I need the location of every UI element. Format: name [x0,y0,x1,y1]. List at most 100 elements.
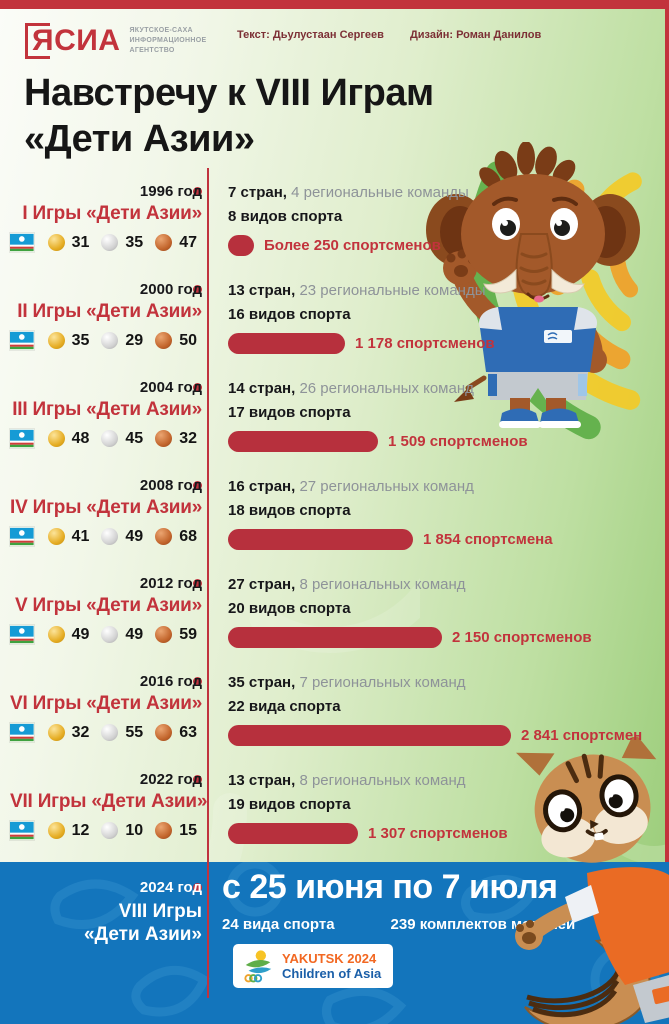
medal-summary: 48 45 32 [9,428,202,449]
athletes-bar [228,725,511,746]
entry-year: 2008 год [139,477,202,494]
athletes-bar [228,823,358,844]
event-dates: с 25 июня по 7 июля [222,868,558,906]
medal-summary: 31 35 47 [9,232,202,253]
gold-count: 49 [71,625,90,643]
countries-count: 13 стран, [228,772,296,789]
right-red-strip [665,0,669,862]
regional-teams: 26 региональных команд [299,380,474,397]
credit-designer: Дизайн: Роман Данилов [409,29,542,41]
footer-2024-section: 2024 год VIII Игры «Дети Азии» с 25 июня… [0,862,669,1024]
bronze-medal-icon [155,724,173,741]
countries-count: 7 стран, [228,184,287,201]
timeline-dot-icon [193,677,202,686]
timeline-entry: 2008 год IV Игры «Дети Азии» 41 49 [0,476,669,574]
timeline-dot-icon [193,579,202,588]
sakha-flag-icon [9,722,35,743]
medal-summary: 49 49 59 [9,624,202,645]
countries-count: 13 стран, [228,282,296,299]
medal-summary: 32 55 63 [9,722,202,743]
mammoth-mascot [426,142,640,428]
regional-teams: 27 региональных команд [299,478,474,495]
bronze-count: 63 [179,723,197,741]
footer-games-name: VIII Игры «Дети Азии» [83,901,202,945]
sports-count: 17 видов спорта [228,404,351,421]
sports-count: 19 видов спорта [228,796,351,813]
countries-count: 35 стран, [228,674,296,691]
bronze-count: 47 [179,233,197,251]
timeline-entry: 2022 год VII Игры «Дети Азии» 12 10 [0,770,669,868]
gold-medal-icon [47,430,65,447]
bronze-count: 15 [179,821,197,839]
credits: Текст: Дьулустаан Сергеев Дизайн: Роман … [237,29,541,41]
gold-medal-icon [47,626,65,643]
gold-count: 12 [71,821,90,839]
timeline-dot-icon [193,481,202,490]
silver-count: 55 [125,723,144,741]
bronze-medal-icon [155,234,173,251]
bronze-count: 68 [179,527,197,545]
timeline-axis-line [207,168,209,998]
bronze-medal-icon [155,528,173,545]
athletes-label: 1 307 спортсменов [368,825,508,842]
sports-count: 20 видов спорта [228,600,351,617]
entry-games-name: IV Игры «Дети Азии» [10,497,203,518]
gold-medal-icon [47,234,65,251]
chipmunk-mascot [515,737,669,1024]
sakha-flag-icon [9,428,35,449]
bronze-medal-icon [155,626,173,643]
gold-medal-icon [47,822,65,839]
bronze-count: 50 [179,331,197,349]
yasia-logo: ЯСИА ЯКУТСКОЕ-САХА ИНФОРМАЦИОННОЕ АГЕНТС… [25,23,206,59]
gold-medal-icon [47,724,65,741]
entry-games-name: I Игры «Дети Азии» [22,203,202,224]
sports-count: 22 вида спорта [228,698,341,715]
silver-medal-icon [101,626,119,643]
entry-year: 2012 год [139,575,202,592]
sakha-flag-icon [9,820,35,841]
gold-medal-icon [47,332,65,349]
silver-count: 35 [125,233,144,251]
timeline-dot-icon [193,775,202,784]
entry-year: 2022 год [139,771,202,788]
timeline-entry: 2016 год VI Игры «Дети Азии» 32 55 [0,672,669,770]
silver-medal-icon [101,430,119,447]
regional-teams: 8 региональных команд [299,772,466,789]
title-line-2: «Дети Азии» [24,118,255,161]
entry-games-name: II Игры «Дети Азии» [17,301,202,322]
medal-summary: 12 10 15 [9,820,202,841]
athletes-label: 1 178 спортсменов [355,335,495,352]
athletes-label: 2 150 спортсменов [452,629,592,646]
entry-games-name: VII Игры «Дети Азии» [10,791,208,812]
athletes-bar [228,235,254,256]
silver-count: 10 [125,821,144,839]
silver-count: 49 [125,625,144,643]
regional-teams: 7 региональных команд [299,674,466,691]
bronze-medal-icon [155,430,173,447]
athletes-bar [228,627,442,648]
medal-summary: 41 49 68 [9,526,202,547]
yakutsk-2024-logo: YAKUTSK 2024 Children of Asia [233,944,393,988]
silver-medal-icon [101,234,119,251]
logo-children-of-asia: Children of Asia [282,966,382,981]
athletes-label: 1 509 спортсменов [388,433,528,450]
timeline-entry: 2000 год II Игры «Дети Азии» 35 29 [0,280,669,378]
sakha-flag-icon [9,526,35,547]
bronze-count: 32 [179,429,197,447]
entry-year: 2000 год [139,281,202,298]
entry-year: 2004 год [139,379,202,396]
silver-count: 45 [125,429,144,447]
sakha-flag-icon [9,330,35,351]
gold-count: 32 [71,723,90,741]
regional-teams: 8 региональных команд [299,576,466,593]
bronze-medal-icon [155,822,173,839]
entry-year: 2016 год [139,673,202,690]
timeline-dot-icon [193,383,202,392]
sports-count: 8 видов спорта [228,208,343,225]
timeline-entry: 2012 год V Игры «Дети Азии» 49 49 [0,574,669,672]
sakha-flag-icon [9,232,35,253]
sakha-flag-icon [9,624,35,645]
title-line-1: Навстречу к VIII Играм [24,72,434,114]
silver-medal-icon [101,332,119,349]
